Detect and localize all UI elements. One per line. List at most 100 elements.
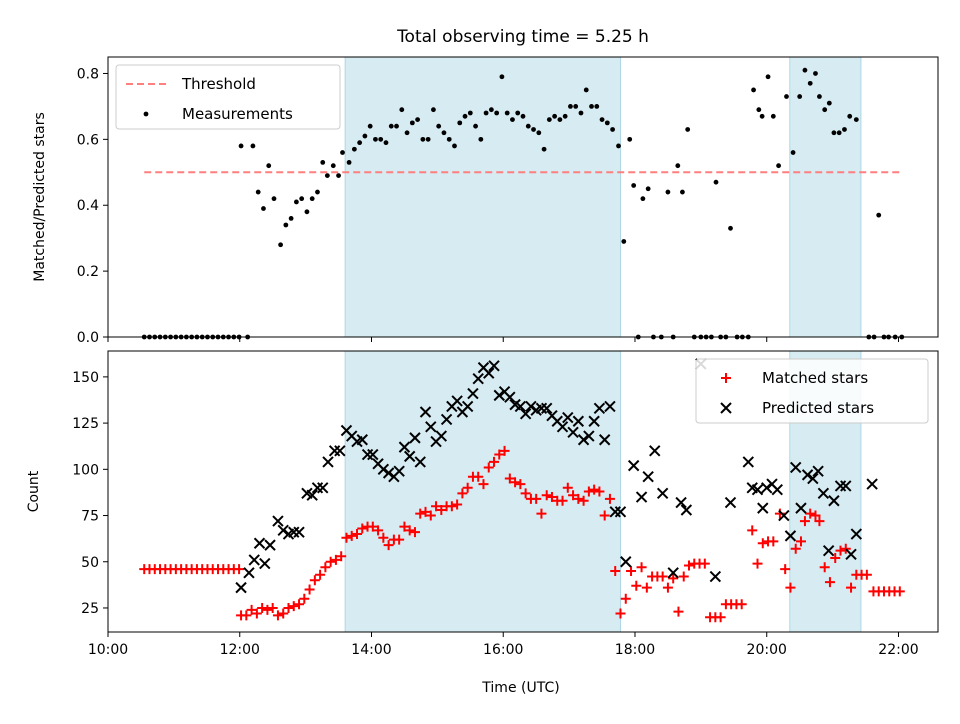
matched-stars-point <box>267 602 278 613</box>
legend-measurements-label: Measurements <box>182 105 293 123</box>
matched-stars-point <box>415 508 426 519</box>
matched-stars-point <box>336 551 347 562</box>
measurements-point <box>594 104 600 109</box>
measurements-point <box>255 189 261 195</box>
measurements-point <box>610 127 615 132</box>
measurements-point <box>462 113 468 119</box>
measurements-point <box>802 67 808 73</box>
predicted-stars-point <box>850 528 863 540</box>
matched-stars-point <box>541 490 552 501</box>
matched-stars-point <box>373 525 384 536</box>
observing-window-shade-2 <box>789 56 862 338</box>
predicted-stars-point <box>525 400 537 413</box>
predicted-stars-point <box>317 482 329 494</box>
predicted-stars-point <box>845 548 857 561</box>
matched-stars-point <box>894 586 905 597</box>
measurements-point <box>415 117 421 122</box>
measurements-point <box>640 196 646 202</box>
matched-stars-point <box>294 599 305 610</box>
predicted-stars-point <box>243 567 255 579</box>
measurements-point <box>836 130 842 136</box>
measurements-point <box>404 130 410 136</box>
measurements-point <box>604 120 610 126</box>
measurements-point <box>420 136 426 142</box>
measurements-point <box>826 100 832 106</box>
measurements-point <box>627 136 633 142</box>
measurements-point <box>378 136 384 142</box>
predicted-stars-point <box>742 456 754 468</box>
predicted-stars-point <box>635 491 648 503</box>
matched-stars-point <box>309 575 320 586</box>
matched-stars-point <box>861 569 872 580</box>
predicted-stars-point <box>771 483 783 496</box>
measurements-point <box>680 189 685 195</box>
matched-stars-point <box>699 558 710 569</box>
measurements-point <box>568 104 573 109</box>
predicted-stars-point <box>649 445 661 457</box>
measurements-point <box>784 94 789 99</box>
measurements-point <box>504 110 510 116</box>
y-tick-label: 0.0 <box>77 330 99 346</box>
matched-stars-point <box>499 445 510 456</box>
measurements-point <box>807 80 813 86</box>
matched-stars-point <box>346 530 357 541</box>
measurements-point <box>616 143 621 149</box>
measurements-point <box>813 71 818 76</box>
predicted-stars-point <box>414 456 426 468</box>
measurements-point <box>685 127 691 132</box>
matched-stars-point <box>341 532 352 543</box>
matched-stars-point <box>573 493 584 504</box>
measurements-point <box>488 107 494 113</box>
top-legend: Threshold Measurements <box>115 64 341 130</box>
measurements-point <box>578 110 584 116</box>
predicted-stars-point <box>604 400 616 413</box>
x-tick-label: 10:00 <box>88 642 128 658</box>
measurements-point <box>278 242 283 248</box>
measurements-point <box>621 239 627 244</box>
matched-stars-point <box>515 479 526 490</box>
matched-stars-point <box>315 569 326 580</box>
measurements-point <box>473 123 478 129</box>
measurements-point <box>756 107 762 113</box>
measurements-point <box>346 160 352 165</box>
predicted-stars-point <box>483 367 495 379</box>
matched-stars-point <box>251 608 262 619</box>
x-tick-label: 18:00 <box>615 642 655 658</box>
matched-stars-point <box>510 477 521 488</box>
measurements-point <box>452 143 457 149</box>
measurements-point <box>324 173 330 178</box>
matched-stars-point <box>824 577 835 588</box>
y-tick-label: 100 <box>72 462 99 478</box>
measurements-point <box>441 130 447 136</box>
matched-stars-point <box>257 602 268 613</box>
predicted-stars-point <box>440 413 453 426</box>
matched-stars-point <box>747 525 758 536</box>
matched-stars-point <box>473 471 484 482</box>
predicted-stars-point <box>801 469 814 481</box>
matched-stars-point <box>578 495 589 506</box>
y-tick-label: 0.4 <box>77 198 99 214</box>
legend-predicted-stars-swatch <box>720 402 732 414</box>
measurements-point <box>776 163 781 169</box>
predicted-stars-point <box>817 487 830 500</box>
matched-stars-point <box>504 473 515 484</box>
matched-stars-point <box>594 486 605 497</box>
top-panel: 0.0 0.2 0.4 0.6 0.8 Total observing time = 5… <box>32 27 939 346</box>
predicted-stars-point <box>583 430 595 442</box>
matched-stars-point <box>234 564 245 575</box>
measurements-point <box>751 87 756 93</box>
bottom-panel-frame <box>107 350 939 633</box>
measurements-point <box>853 117 859 122</box>
predicted-stars-point <box>724 496 737 509</box>
measurements-point <box>293 199 299 205</box>
matched-stars-point <box>330 554 341 565</box>
measurements-point <box>309 196 315 202</box>
measurements-point <box>409 120 415 126</box>
measurements-point <box>831 130 837 136</box>
matched-stars-point <box>657 571 668 582</box>
measurements-point <box>373 136 378 142</box>
measurements-point <box>765 74 771 80</box>
measurements-point <box>847 113 853 119</box>
matched-stars-point <box>299 593 310 604</box>
measurements-point <box>531 127 536 132</box>
